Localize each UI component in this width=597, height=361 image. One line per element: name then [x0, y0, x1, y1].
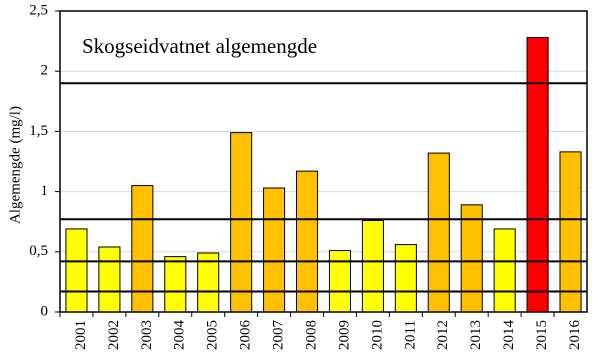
x-tick-label: 2007	[271, 320, 287, 351]
x-tick-label: 2015	[534, 320, 550, 350]
y-tick-label: 1,5	[29, 123, 48, 139]
y-tick-label: 1	[41, 183, 49, 199]
x-tick-label: 2005	[205, 320, 221, 350]
x-tick-label: 2013	[468, 320, 484, 350]
y-tick-label: 2,5	[29, 2, 48, 18]
x-tick-label: 2010	[369, 320, 385, 350]
bar	[394, 244, 417, 313]
y-axis-label: Algemengde (mg/l)	[7, 106, 23, 224]
x-tick-label: 2008	[303, 320, 319, 350]
bar	[361, 219, 384, 313]
y-tick-label: 0,5	[29, 243, 48, 259]
y-tick-label: 0	[41, 303, 49, 319]
x-tick-label: 2009	[336, 320, 352, 350]
x-tick-label: 2004	[172, 320, 188, 351]
bar	[559, 151, 582, 313]
bar	[131, 185, 154, 313]
bar	[328, 250, 352, 313]
x-tick-label: 2002	[106, 320, 122, 350]
x-tick-label: 2001	[73, 320, 89, 350]
x-tick-label: 2014	[501, 320, 517, 351]
plot-border	[59, 10, 588, 313]
bar	[263, 187, 286, 313]
x-tick-label: 2006	[238, 320, 254, 351]
bar	[460, 204, 483, 313]
x-tick-label: 2012	[435, 320, 451, 350]
bar	[98, 246, 121, 313]
bar	[427, 152, 450, 313]
bar	[493, 228, 516, 313]
bar	[164, 256, 187, 313]
x-tick-label: 2011	[402, 320, 418, 349]
chart-title: Skogseidvatnet algemengde	[82, 34, 317, 58]
bar	[230, 132, 253, 313]
y-tick-label: 2	[41, 63, 49, 79]
x-tick-label: 2003	[139, 320, 155, 350]
bar	[526, 36, 549, 313]
x-tick-label: 2016	[567, 320, 583, 351]
bar	[65, 228, 88, 313]
